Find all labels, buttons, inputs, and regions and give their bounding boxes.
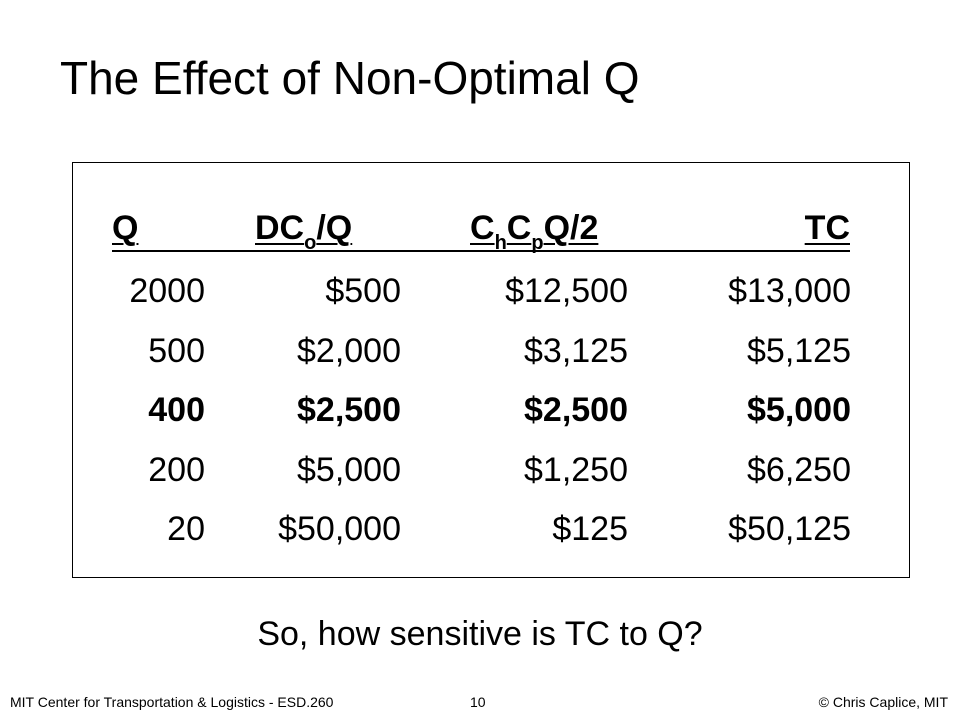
table-cell-tc: $5,125 — [747, 332, 851, 370]
header-order-cost: DCo/Q — [255, 209, 353, 254]
table-cell-order: $2,500 — [297, 391, 401, 429]
slide-title: The Effect of Non-Optimal Q — [60, 52, 640, 104]
table-cell-hold: $2,500 — [524, 391, 628, 429]
footer-right: © Chris Caplice, MIT — [818, 694, 948, 710]
table-cell-tc: $50,125 — [728, 510, 851, 548]
table-cell-hold: $1,250 — [524, 451, 628, 489]
table-cell-tc: $6,250 — [747, 451, 851, 489]
table-cell-q: 2000 — [129, 272, 205, 310]
table-cell-q: 400 — [148, 391, 205, 429]
question-text: So, how sensitive is TC to Q? — [257, 615, 703, 653]
table-cell-order: $2,000 — [297, 332, 401, 370]
header-q: Q — [112, 209, 139, 247]
table-cell-tc: $13,000 — [728, 272, 851, 310]
table-cell-hold: $12,500 — [505, 272, 628, 310]
table-cell-order: $50,000 — [278, 510, 401, 548]
table-cell-order: $5,000 — [297, 451, 401, 489]
table-cell-hold: $125 — [552, 510, 628, 548]
table-cell-order: $500 — [325, 272, 401, 310]
table-cell-hold: $3,125 — [524, 332, 628, 370]
table-cell-tc: $5,000 — [747, 391, 851, 429]
header-underline — [112, 250, 850, 252]
header-tc: TC — [804, 209, 850, 247]
page-number: 10 — [470, 694, 486, 710]
table-cell-q: 500 — [148, 332, 205, 370]
footer-left: MIT Center for Transportation & Logistic… — [10, 694, 334, 710]
table-frame — [72, 162, 910, 578]
table-cell-q: 200 — [148, 451, 205, 489]
table-cell-q: 20 — [167, 510, 205, 548]
header-holding-cost: ChCpQ/2 — [470, 209, 599, 254]
